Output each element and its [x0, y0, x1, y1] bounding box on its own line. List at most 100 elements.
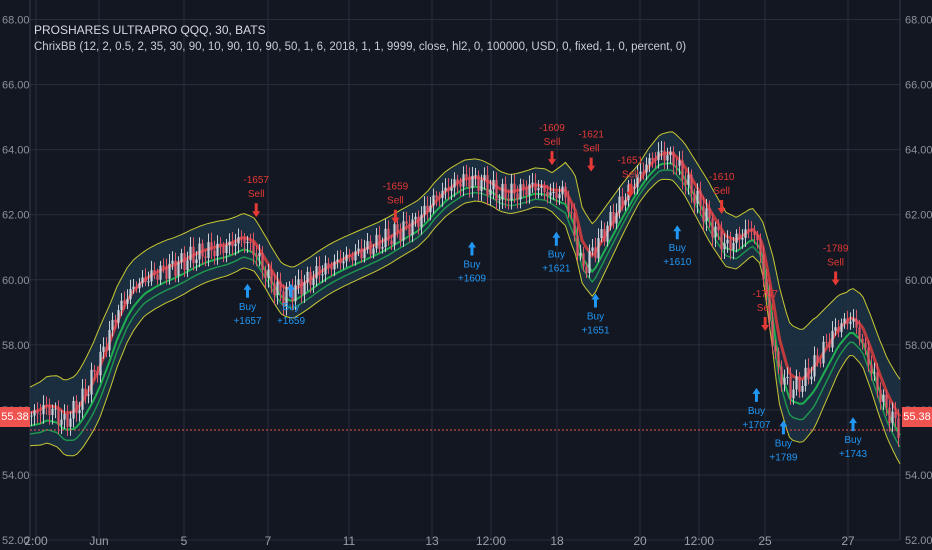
candle-body: [372, 248, 375, 255]
candle-body: [591, 247, 594, 252]
candle-body: [117, 310, 120, 323]
candle-body: [261, 252, 264, 270]
candle-body: [105, 346, 108, 351]
candle-body: [333, 261, 336, 270]
candle-body: [867, 347, 870, 365]
candle-body: [813, 355, 816, 377]
candle-body: [192, 246, 195, 264]
candle-body: [216, 243, 219, 257]
sell-arrow-icon: [252, 203, 261, 218]
candle-body: [405, 221, 408, 224]
candle-body: [477, 175, 480, 192]
candle-body: [465, 174, 468, 178]
candle-body: [327, 263, 330, 267]
candle-body: [309, 271, 312, 285]
candle-body: [510, 183, 513, 201]
candle-body: [843, 318, 846, 324]
candle-body: [252, 242, 255, 255]
candle-body: [468, 177, 471, 188]
candle-body: [570, 211, 573, 214]
candle-body: [561, 186, 564, 195]
candle-body: [75, 400, 78, 414]
candle-body: [351, 256, 354, 261]
candle-body: [168, 263, 171, 279]
candle-body: [846, 318, 849, 324]
candle-body: [219, 243, 222, 247]
candle-body: [765, 278, 768, 294]
candle-body: [387, 228, 390, 241]
sell-arrow-icon: [626, 183, 635, 198]
buy-arrow-icon: [552, 231, 561, 246]
candle-body: [699, 190, 702, 206]
candle-body: [777, 351, 780, 367]
candle-body: [129, 288, 132, 299]
buy-arrow-icon: [287, 283, 295, 298]
candle-body: [525, 187, 528, 196]
candle-body: [762, 254, 765, 279]
sell-signal-label: Sell: [757, 303, 774, 314]
candle-body: [741, 237, 744, 240]
y-tick-label-left: 62.00: [2, 210, 30, 222]
sell-arrow-icon: [391, 209, 400, 224]
candle-body: [72, 400, 75, 419]
candle-body: [600, 229, 603, 239]
candle-body: [438, 197, 441, 199]
candle-body: [516, 193, 519, 200]
candle-body: [732, 242, 735, 250]
candle-body: [432, 195, 435, 206]
candle-body: [801, 386, 804, 392]
sell-signal-value: -1707: [752, 289, 778, 300]
sell-signal-label: Sell: [544, 137, 561, 148]
candle-body: [54, 408, 57, 410]
candle-body: [234, 243, 237, 247]
candle-body: [840, 323, 843, 333]
y-tick-label-left: 68.00: [2, 15, 30, 27]
buy-arrow-icon: [673, 225, 682, 240]
candle-body: [378, 234, 381, 249]
y-tick-label-right: 54.00: [905, 470, 932, 482]
candle-body: [240, 237, 243, 239]
candle-body: [126, 298, 129, 304]
y-tick-label-left: 64.00: [2, 145, 30, 157]
last-price-label-right: 55.38: [902, 407, 932, 427]
candle-body: [111, 319, 114, 331]
candle-body: [249, 241, 252, 243]
candle-body: [396, 224, 399, 232]
candle-body: [195, 259, 198, 264]
candle-body: [882, 394, 885, 403]
candle-body: [102, 346, 105, 352]
candle-body: [804, 367, 807, 387]
candle-body: [633, 187, 636, 189]
candle-body: [339, 259, 342, 264]
candle-body: [345, 254, 348, 262]
sell-arrow-icon: [587, 157, 596, 172]
candle-body: [57, 408, 60, 425]
candle-body: [648, 158, 651, 165]
candle-body: [390, 240, 393, 245]
candle-body: [825, 341, 828, 343]
buy-signal-label: Buy: [282, 302, 299, 313]
candle-body: [231, 241, 234, 247]
candle-body: [795, 376, 798, 390]
sell-signal-label: Sell: [622, 170, 639, 181]
candle-body: [306, 271, 309, 283]
buy-signal-value: +1657: [233, 316, 262, 327]
candle-body: [645, 164, 648, 173]
candle-body: [729, 239, 732, 250]
candle-body: [678, 160, 681, 166]
candle-body: [771, 320, 774, 346]
candle-body: [108, 330, 111, 351]
buy-signal-label: Buy: [587, 312, 604, 323]
candle-body: [612, 211, 615, 224]
candle-body: [582, 253, 585, 267]
buy-signal-value: +1707: [742, 420, 771, 431]
candle-body: [657, 151, 660, 161]
candle-body: [120, 300, 123, 311]
candle-body: [735, 233, 738, 243]
candle-body: [873, 372, 876, 374]
candle-body: [78, 409, 81, 414]
y-tick-label-right: 62.00: [905, 210, 932, 222]
candle-body: [753, 231, 756, 235]
candle-body: [123, 300, 126, 304]
